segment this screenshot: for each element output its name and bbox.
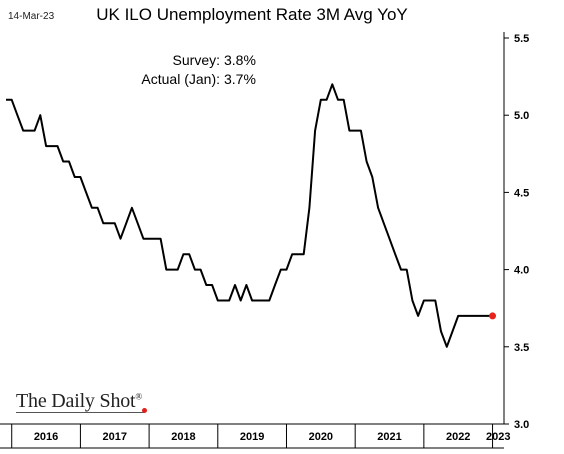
x-tick-label: 2017 xyxy=(103,431,127,443)
y-tick-label: 3.0 xyxy=(514,419,529,431)
annotation-label: Survey: xyxy=(172,52,220,68)
x-tick-label: 2021 xyxy=(377,431,401,443)
y-tick-label: 4.5 xyxy=(514,187,529,199)
annotation-label: Actual (Jan): xyxy=(141,71,220,87)
last-data-point xyxy=(489,312,497,320)
x-tick-label: 2019 xyxy=(240,431,264,443)
registered-mark: ® xyxy=(135,391,143,402)
logo-dot xyxy=(142,408,147,413)
y-tick-label: 5.5 xyxy=(514,33,529,45)
date-stamp: 14-Mar-23 xyxy=(8,11,55,22)
logo: The Daily Shot® xyxy=(16,390,142,413)
y-tick-label: 3.5 xyxy=(514,342,529,354)
chart-title: UK ILO Unemployment Rate 3M Avg YoY xyxy=(96,5,408,24)
x-axis: 2016 2017 2018 2019 2020 2021 2022 2023 xyxy=(11,424,511,448)
logo-underline xyxy=(16,412,144,413)
x-tick-label: 2018 xyxy=(171,431,195,443)
series-layer xyxy=(5,83,497,348)
annotation-value: 3.8% xyxy=(224,52,256,68)
logo-text: The Daily Shot xyxy=(16,390,136,412)
x-tick-label: 2023 xyxy=(486,431,510,443)
annotation-value: 3.7% xyxy=(224,71,256,87)
x-tick-label: 2020 xyxy=(309,431,333,443)
series-line xyxy=(6,83,493,348)
y-axis: 3.0 3.5 4.0 4.5 5.0 5.5 xyxy=(504,33,529,431)
x-tick-label: 2016 xyxy=(34,431,58,443)
y-tick-label: 4.0 xyxy=(514,265,529,277)
y-tick-label: 5.0 xyxy=(514,110,529,122)
x-tick-label: 2022 xyxy=(446,431,470,443)
plot-frame xyxy=(0,32,505,449)
